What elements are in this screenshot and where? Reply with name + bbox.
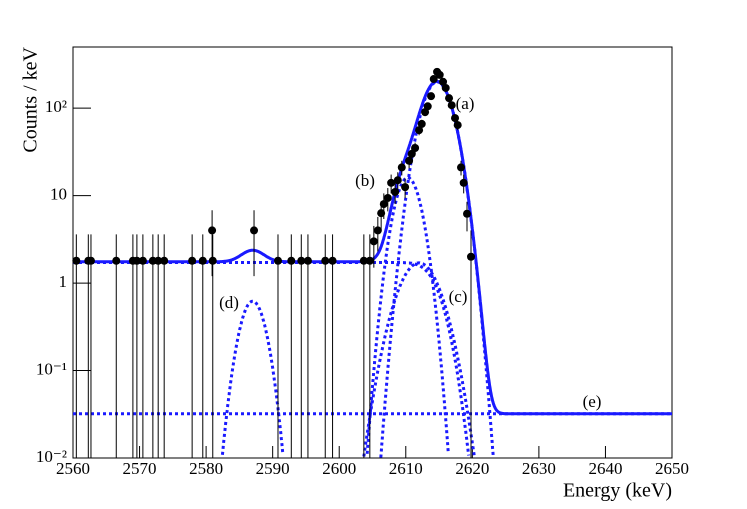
data-point <box>359 256 368 265</box>
data-point <box>423 102 432 111</box>
x-tick-label: 2610 <box>389 459 423 478</box>
fit-component <box>362 261 476 457</box>
fit-component <box>73 261 471 456</box>
component-label: (a) <box>456 94 475 113</box>
fit-total <box>73 79 672 416</box>
data-point <box>287 256 296 265</box>
data-point <box>445 94 454 103</box>
data-point <box>439 77 448 86</box>
x-tick-label: 2620 <box>455 459 489 478</box>
data-point <box>441 83 450 92</box>
data-point <box>467 252 476 261</box>
data-point <box>365 256 374 265</box>
data-point <box>138 256 147 265</box>
data-point <box>459 178 468 187</box>
plot-frame <box>72 46 673 459</box>
y-tick-label: 1 <box>59 272 68 291</box>
y-tick-label: 10⁻² <box>36 447 67 466</box>
data-point <box>401 183 410 192</box>
data-point <box>451 114 460 123</box>
x-tick-label: 2600 <box>322 459 356 478</box>
data-point <box>188 256 197 265</box>
data-point <box>391 187 400 196</box>
data-point <box>377 209 386 218</box>
x-tick-label: 2630 <box>522 459 556 478</box>
data-point <box>453 121 462 130</box>
component-label: (e) <box>583 392 602 411</box>
data-point <box>154 256 163 265</box>
data-point <box>393 176 402 185</box>
data-point <box>405 156 414 165</box>
data-point <box>387 178 396 187</box>
data-point <box>379 200 388 209</box>
x-tick-label: 2560 <box>56 459 90 478</box>
data-point <box>132 256 141 265</box>
data-point <box>383 193 392 202</box>
data-point <box>415 126 424 135</box>
data-point <box>417 119 426 128</box>
y-tick-label: 10 <box>50 185 67 204</box>
data-point <box>297 256 306 265</box>
y-axis-title: Counts / keV <box>20 46 42 152</box>
x-tick-label: 2580 <box>189 459 223 478</box>
data-point <box>457 163 466 172</box>
data-point <box>208 256 217 265</box>
data-point <box>250 226 259 235</box>
data-point <box>328 256 337 265</box>
data-point <box>86 256 95 265</box>
data-point <box>303 256 312 265</box>
data-point <box>429 75 438 84</box>
data-point <box>411 144 420 153</box>
data-point <box>427 92 436 101</box>
data-point <box>112 256 121 265</box>
data-point <box>407 149 416 158</box>
fit-component <box>365 176 450 454</box>
data-point <box>447 101 456 110</box>
component-label: (d) <box>219 293 239 312</box>
data-point <box>369 237 378 246</box>
y-tick-label: 10⁻¹ <box>36 359 67 378</box>
data-point <box>273 256 282 265</box>
y-tick-label: 10² <box>45 97 67 116</box>
component-label: (c) <box>449 287 468 306</box>
data-point <box>321 256 330 265</box>
x-tick-label: 2640 <box>588 459 622 478</box>
data-point <box>463 209 472 218</box>
data-point <box>72 256 81 265</box>
x-tick-label: 2590 <box>256 459 290 478</box>
data-point <box>198 256 207 265</box>
data-point <box>435 70 444 79</box>
component-label: (b) <box>355 171 375 190</box>
x-axis-title: Energy (keV) <box>563 480 672 502</box>
data-point <box>208 226 217 235</box>
data-point <box>373 226 382 235</box>
x-tick-label: 2650 <box>655 459 689 478</box>
data-point <box>160 256 169 265</box>
fit-component <box>220 299 285 455</box>
data-point <box>397 163 406 172</box>
x-tick-label: 2570 <box>123 459 157 478</box>
